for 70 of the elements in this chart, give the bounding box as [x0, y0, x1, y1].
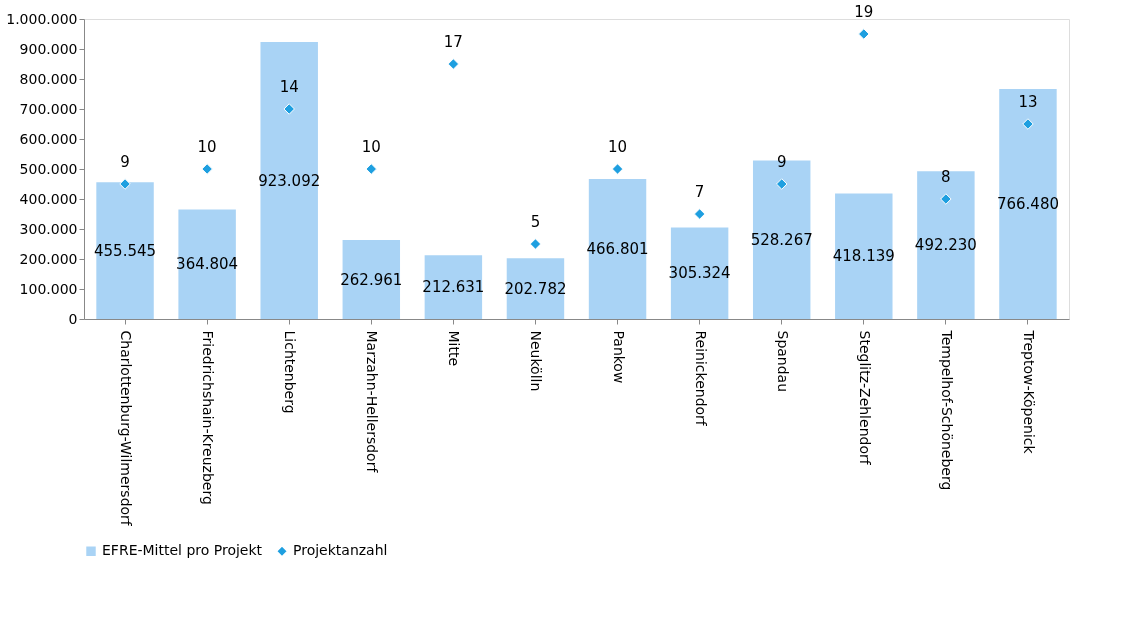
x-tick-label: Marzahn-Hellersdorf: [364, 330, 381, 474]
data-label: 528.267: [750, 230, 813, 249]
data-label: 10: [197, 138, 217, 156]
point: [1022, 118, 1034, 130]
point: [201, 163, 213, 175]
data-label: 9: [120, 153, 130, 171]
legend-label: Projektanzahl: [293, 542, 388, 559]
point: [283, 103, 295, 115]
y-tick-label: 500.000: [19, 160, 78, 177]
x-tick-label: Friedrichshain-Kreuzberg: [200, 330, 217, 505]
y-tick-label: 800.000: [19, 70, 78, 87]
y-tick-label: 300.000: [19, 220, 78, 237]
x-tick-label: Reinickendorf: [692, 330, 709, 427]
bar: [670, 227, 729, 319]
x-tick-label: Mitte: [446, 330, 463, 367]
data-label: 305.324: [668, 264, 731, 283]
y-tick-label: 400.000: [19, 190, 78, 207]
bar: [917, 171, 975, 319]
data-label: 10: [361, 138, 381, 156]
data-label: 14: [279, 78, 299, 96]
bar: [342, 240, 401, 319]
data-label: 8: [941, 168, 951, 186]
data-label: 455.545: [94, 241, 157, 260]
y-tick-label: 700.000: [19, 100, 78, 117]
bar: [96, 182, 154, 319]
point: [940, 193, 952, 205]
legend-label: EFRE-Mittel pro Projekt: [102, 542, 263, 559]
bar: [999, 89, 1057, 319]
bar: [588, 178, 647, 319]
data-label: 9: [776, 153, 787, 171]
data-label: 766.480: [996, 195, 1059, 214]
point: [529, 238, 542, 250]
data-label: 364.804: [176, 255, 239, 274]
data-label: 492.230: [914, 236, 977, 255]
y-tick-label: 200.000: [19, 250, 78, 267]
x-tick-label: Lichtenberg: [282, 330, 299, 414]
data-label: 7: [694, 183, 705, 201]
bar: [424, 255, 483, 319]
bar: [178, 209, 236, 319]
bar: [506, 258, 565, 319]
y-tick-label: 1.000.000: [6, 10, 78, 27]
x-tick-label: Tempelhof-Schöneberg: [938, 329, 955, 491]
y-tick-label: 100.000: [19, 280, 78, 297]
bar: [260, 42, 318, 319]
point: [119, 178, 131, 190]
point: [447, 58, 460, 70]
point: [775, 178, 788, 190]
data-label: 262.961: [340, 270, 403, 289]
x-tick-label: Spandau: [774, 330, 791, 393]
x-tick-label: Steglitz-Zehlendorf: [856, 330, 873, 466]
x-tick-label: Neukölln: [528, 330, 545, 392]
point: [611, 163, 624, 175]
data-label: 13: [1018, 93, 1038, 111]
x-tick-label: Charlottenburg-Wilmersdorf: [118, 330, 135, 527]
data-label: 466.801: [586, 239, 649, 258]
x-tick-label: Treptow-Köpenick: [1020, 329, 1037, 455]
point: [693, 208, 706, 220]
data-label: 5: [530, 213, 541, 231]
x-tick-label: Pankow: [610, 330, 627, 384]
data-label: 202.782: [504, 279, 567, 298]
bar: [835, 193, 893, 319]
data-label: 923.092: [258, 171, 321, 190]
data-label: 17: [443, 33, 463, 51]
data-label: 212.631: [422, 278, 485, 297]
data-label: 19: [854, 3, 874, 21]
y-tick-label: 900.000: [19, 40, 78, 57]
y-tick-label: 0: [68, 310, 78, 327]
data-label: 10: [607, 138, 628, 156]
data-label: 418.139: [832, 247, 895, 266]
y-tick-label: 600.000: [19, 130, 78, 147]
